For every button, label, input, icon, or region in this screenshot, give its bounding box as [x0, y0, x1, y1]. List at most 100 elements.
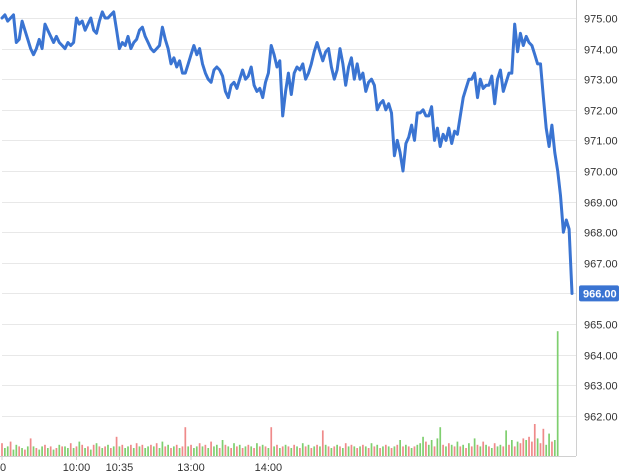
x-tick-label: 0 — [0, 462, 6, 474]
volume-bar — [393, 446, 396, 456]
volume-bar — [485, 444, 487, 456]
volume-bars — [1, 331, 559, 456]
volume-bar — [115, 436, 118, 456]
volume-bar — [81, 444, 84, 456]
volume-bar — [78, 441, 81, 456]
volume-bar — [453, 446, 456, 456]
volume-bar — [468, 443, 470, 456]
volume-bar — [350, 444, 353, 456]
last-value-label: 966.00 — [583, 288, 617, 300]
volume-bar — [44, 444, 46, 456]
volume-bar — [72, 448, 75, 456]
volume-bar — [150, 444, 152, 456]
volume-bar — [124, 448, 127, 456]
last-value-marker: 966.00 — [579, 285, 619, 302]
volume-bar — [230, 448, 233, 456]
volume-bar — [4, 448, 6, 456]
volume-bar — [204, 444, 207, 456]
volume-bar — [419, 443, 422, 456]
volume-bar — [195, 446, 198, 456]
volume-bar — [167, 444, 169, 456]
volume-bar — [118, 446, 121, 456]
volume-bar — [152, 446, 155, 456]
volume-bar — [548, 433, 550, 456]
volume-bar — [112, 446, 115, 456]
volume-bar — [324, 444, 327, 456]
volume-bar — [227, 446, 230, 456]
volume-bar — [12, 449, 15, 456]
volume-bar — [6, 446, 9, 456]
volume-bar — [445, 446, 447, 456]
volume-bar — [416, 444, 419, 456]
volume-bar — [130, 444, 132, 456]
volume-bar — [233, 443, 235, 456]
volume-bar — [250, 446, 253, 456]
volume-bar — [104, 446, 106, 456]
volume-bar — [307, 444, 310, 456]
volume-bar — [224, 444, 227, 456]
y-tick-label: 973.00 — [584, 75, 618, 87]
volume-bar — [316, 444, 318, 456]
volume-bar — [253, 448, 255, 456]
volume-bar — [158, 448, 161, 456]
volume-bar — [533, 424, 536, 456]
volume-bar — [38, 449, 41, 456]
volume-bar — [215, 444, 218, 456]
volume-bar — [319, 446, 321, 456]
y-tick-label: 970.00 — [584, 167, 618, 179]
volume-bar — [310, 448, 313, 456]
volume-bar — [407, 446, 410, 456]
volume-bar — [405, 444, 407, 456]
volume-bar — [49, 446, 52, 456]
volume-bar — [135, 443, 138, 456]
volume-bar — [155, 443, 158, 456]
volume-bar — [256, 443, 258, 456]
y-tick-label: 974.00 — [584, 45, 618, 57]
volume-bar — [321, 430, 324, 456]
volume-bar — [413, 446, 416, 456]
volume-bar — [210, 441, 212, 456]
volume-bar — [304, 446, 307, 456]
volume-bar — [46, 448, 49, 456]
volume-bar — [339, 446, 341, 456]
volume-bar — [470, 446, 473, 456]
volume-bar — [67, 448, 69, 456]
volume-bar — [390, 448, 393, 456]
volume-bar — [109, 448, 112, 456]
volume-bar — [198, 443, 201, 456]
volume-bar — [178, 448, 181, 456]
volume-bar — [447, 443, 450, 456]
volume-bar — [69, 443, 72, 456]
volume-bar — [341, 448, 344, 456]
volume-bar — [18, 446, 21, 456]
volume-bar — [384, 444, 387, 456]
volume-bar — [410, 448, 413, 456]
volume-bar — [313, 446, 316, 456]
volume-bar — [519, 443, 522, 456]
volume-bar — [362, 444, 364, 456]
volume-bar — [545, 444, 548, 456]
volume-bar — [278, 448, 281, 456]
y-tick-label: 969.00 — [584, 198, 618, 210]
volume-bar — [181, 446, 184, 456]
volume-bar — [528, 436, 530, 456]
volume-bar — [553, 440, 556, 456]
volume-bar — [1, 443, 3, 456]
volume-bar — [344, 443, 347, 456]
volume-bar — [353, 446, 356, 456]
volume-bar — [61, 446, 64, 456]
volume-bar — [425, 441, 427, 456]
volume-bar — [201, 446, 204, 456]
x-tick-label: 13:00 — [177, 462, 205, 474]
volume-bar — [84, 448, 86, 456]
volume-bar — [459, 446, 462, 456]
volume-bar — [327, 446, 330, 456]
last-value-box — [579, 285, 619, 302]
volume-bar — [439, 427, 442, 456]
grid — [2, 18, 576, 417]
volume-bar — [35, 448, 38, 456]
y-tick-label: 965.00 — [584, 320, 618, 332]
volume-bar — [299, 448, 301, 456]
volume-bar — [258, 446, 261, 456]
volume-bar — [52, 449, 55, 456]
